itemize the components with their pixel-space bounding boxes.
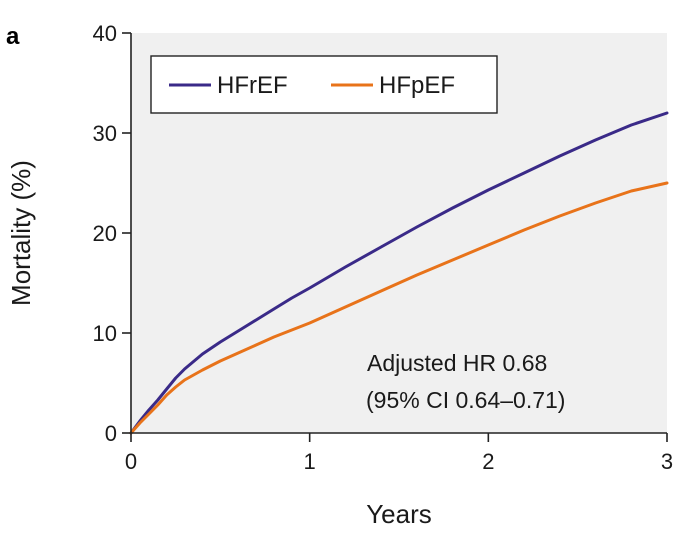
annotation-hazard-ratio: Adjusted HR 0.68 <box>367 350 547 376</box>
panel-label: a <box>6 23 20 50</box>
series-layer <box>129 111 669 435</box>
x-tick-label: 0 <box>125 449 137 474</box>
x-ticks: 0 1 2 3 <box>125 433 673 474</box>
legend-label-hfref: HFrEF <box>217 72 288 99</box>
y-ticks: 0 10 20 30 40 <box>93 21 131 446</box>
x-axis-title: Years <box>366 499 432 529</box>
y-tick-label: 0 <box>105 421 117 446</box>
y-tick-label: 30 <box>93 121 117 146</box>
y-tick-label: 40 <box>93 21 117 46</box>
x-tick-label: 3 <box>661 449 673 474</box>
annotation-confidence-interval: (95% CI 0.64–0.71) <box>366 387 565 413</box>
series-line-hfpef <box>129 181 669 435</box>
y-tick-label: 10 <box>93 321 117 346</box>
legend: HFrEF HFpEF <box>150 55 498 114</box>
y-tick-label: 20 <box>93 221 117 246</box>
x-tick-label: 2 <box>482 449 494 474</box>
series-line-hfref <box>129 111 669 435</box>
legend-label-hfpef: HFpEF <box>379 72 455 99</box>
y-axis-title: Mortality (%) <box>6 160 36 306</box>
x-tick-label: 1 <box>304 449 316 474</box>
